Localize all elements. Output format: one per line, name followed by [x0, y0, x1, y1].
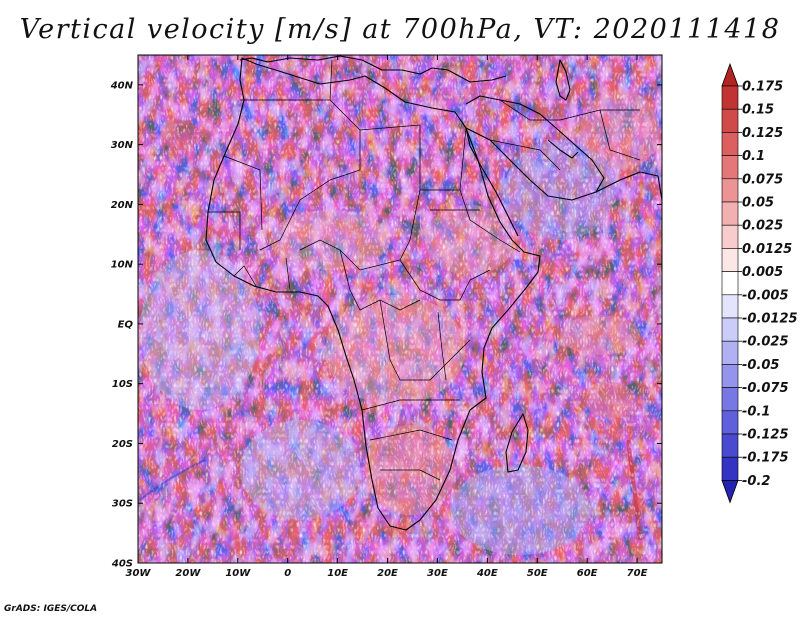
lat-tick-label: 40N	[110, 80, 134, 91]
colorbar-segment	[721, 224, 739, 249]
colorbar-segment	[721, 248, 739, 272]
colorbar-label: -0.025	[742, 335, 789, 350]
colorbar-segment	[721, 317, 739, 342]
lon-tick-label: 0	[284, 568, 291, 579]
colorbar-label: -0.1	[742, 404, 770, 419]
colorbar-segment	[721, 410, 739, 435]
colorbar-label: 0.05	[742, 196, 774, 211]
gulf	[547, 139, 579, 159]
madagascar-coastline	[505, 413, 529, 473]
colorbar-label: -0.005	[742, 288, 789, 303]
colorbar-label: -0.0125	[742, 312, 798, 327]
lon-tick-label: 40E	[476, 568, 498, 579]
lat-tick-label: 30S	[112, 499, 133, 510]
lat-tick-label: 20S	[112, 439, 133, 450]
colorbar-segment	[721, 340, 739, 365]
lon-tick-label: 30E	[427, 568, 448, 579]
colorbar-label: 0.075	[742, 172, 783, 187]
colorbar-label: -0.175	[742, 451, 789, 466]
colorbar-label: 0.175	[742, 80, 783, 95]
colorbar-segment	[721, 178, 739, 203]
colorbar-label: -0.05	[742, 358, 779, 373]
colorbar-label: 0.1	[742, 149, 765, 164]
africa-coastline	[205, 57, 541, 531]
coastlines	[205, 55, 662, 531]
colorbar-segment	[721, 155, 739, 180]
lat-tick-label: 10S	[112, 379, 133, 390]
lon-tick-label: 70E	[627, 568, 648, 579]
colorbar: 0.175 0.15 0.125 0.1 0.075 0.05 0.025 0.0125 0.0…	[721, 62, 798, 504]
colorbar-segment	[721, 387, 739, 412]
lat-tick-label: EQ	[118, 319, 134, 330]
colorbar-bottom-arrow	[721, 480, 739, 504]
colorbar-segment	[721, 364, 739, 388]
caspian-sea	[555, 59, 571, 101]
vertical-velocity-field	[138, 55, 662, 563]
plot-frame	[137, 54, 663, 564]
lat-tick-label: 30N	[111, 140, 134, 151]
colorbar-segment	[721, 108, 739, 133]
lat-tick-label: 40S	[111, 559, 133, 570]
country-borders	[208, 59, 641, 481]
europe-coastline	[239, 55, 507, 83]
colorbar-top-arrow	[721, 62, 739, 87]
asia-coastline	[595, 171, 662, 201]
lat-tick-label: 20N	[111, 200, 134, 211]
colorbar-label: -0.2	[742, 474, 770, 489]
lon-tick-label: 50E	[527, 568, 548, 579]
colorbar-segment	[721, 271, 739, 296]
colorbar-label: 0.125	[742, 126, 783, 141]
grads-credit: GrADS: IGES/COLA	[4, 604, 98, 614]
lon-tick-label: 10E	[327, 568, 348, 579]
colorbar-label: 0.0125	[742, 242, 792, 257]
colorbar-label: 0.15	[742, 103, 774, 118]
longitude-axis: 30W 20W 10W 0 10E 20E 30E 40E 50E 60E 70E	[126, 55, 648, 579]
arabia-coastline	[465, 95, 605, 201]
lon-tick-label: 10W	[225, 568, 251, 579]
colorbar-segment	[721, 456, 739, 481]
colorbar-segment	[721, 132, 739, 156]
plot-title: Vertical velocity [m/s] at 700hPa, VT: 2…	[19, 14, 781, 45]
colorbar-segment	[721, 85, 739, 110]
lat-tick-label: 10N	[111, 260, 134, 271]
lon-tick-label: 60E	[577, 568, 598, 579]
colorbar-label: 0.025	[742, 219, 783, 234]
colorbar-segment	[721, 201, 739, 226]
lon-tick-label: 20W	[175, 568, 201, 579]
latitude-axis: 40N 30N 20N 10N EQ 10S 20S 30S 40S	[110, 80, 662, 570]
red-sea	[465, 127, 519, 237]
lon-tick-label: 30W	[126, 568, 152, 579]
colorbar-segment	[721, 294, 739, 319]
lon-tick-label: 20E	[377, 568, 398, 579]
colorbar-label: 0.005	[742, 265, 783, 280]
colorbar-label: -0.125	[742, 428, 789, 443]
colorbar-label: -0.075	[742, 381, 789, 396]
colorbar-segment	[721, 433, 739, 458]
